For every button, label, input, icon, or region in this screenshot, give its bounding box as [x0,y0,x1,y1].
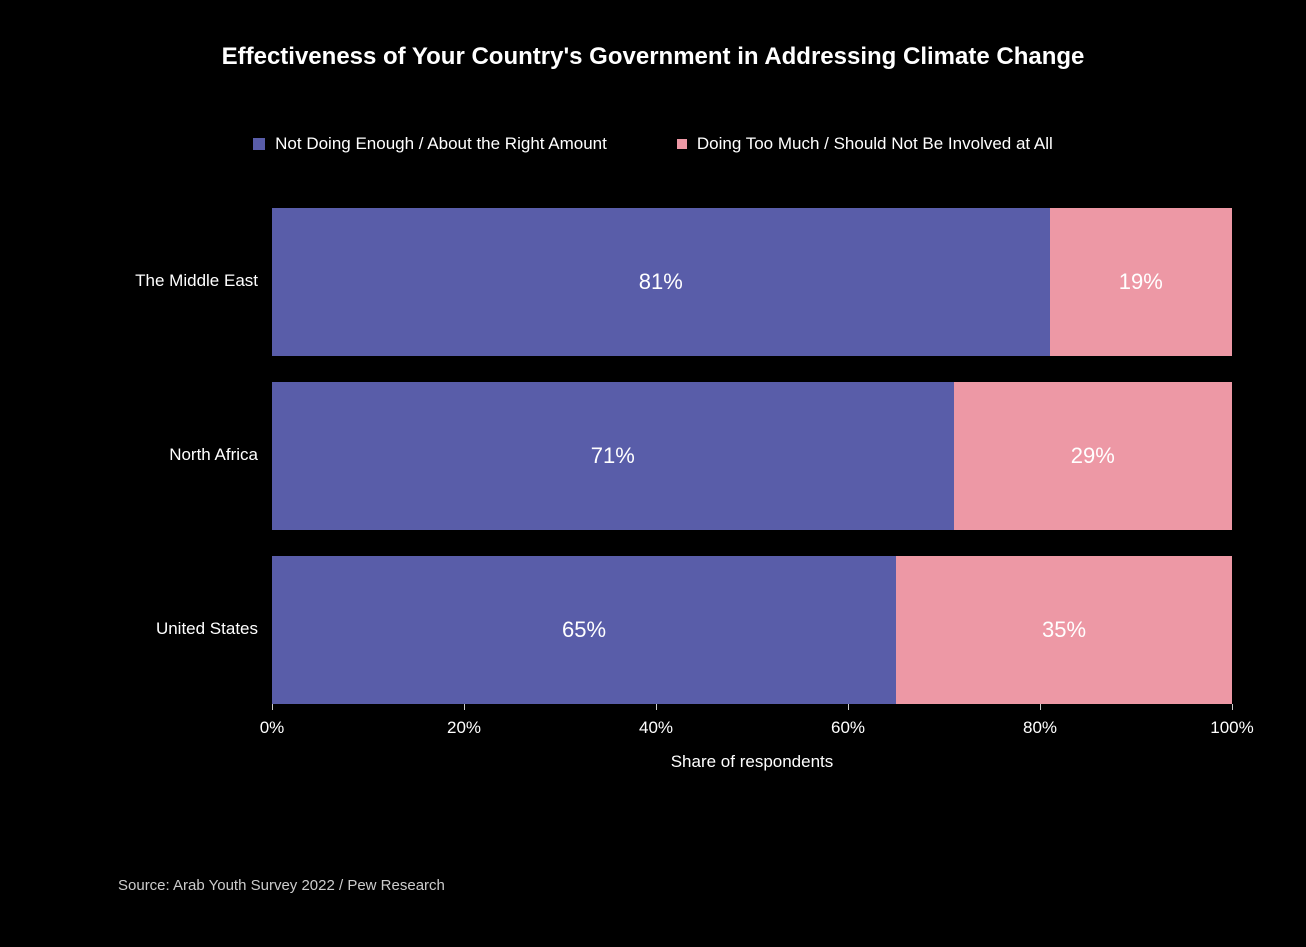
x-tick-label: 100% [1210,718,1253,738]
x-axis-title: Share of respondents [272,752,1232,772]
x-tick-label: 20% [447,718,481,738]
x-tick-mark [272,704,273,710]
chart-container: Effectiveness of Your Country's Governme… [0,0,1306,947]
plot-area: 81%19% 71%29% 65%35% [272,208,1232,704]
x-tick-mark [1232,704,1233,710]
bar-row: 71%29% [272,382,1232,530]
y-axis-label: The Middle East [135,270,258,291]
legend-item-0: Not Doing Enough / About the Right Amoun… [253,134,607,154]
legend-swatch-1 [677,139,687,149]
legend-label-0: Not Doing Enough / About the Right Amoun… [275,134,607,154]
bar-segment: 71% [272,382,954,530]
x-tick-label: 80% [1023,718,1057,738]
x-tick-mark [1040,704,1041,710]
legend: Not Doing Enough / About the Right Amoun… [0,134,1306,154]
x-tick-mark [464,704,465,710]
legend-label-1: Doing Too Much / Should Not Be Involved … [697,134,1053,154]
x-tick-mark [656,704,657,710]
source-text: Source: Arab Youth Survey 2022 / Pew Res… [118,877,445,894]
bar-segment: 81% [272,208,1050,356]
bar-segment: 65% [272,556,896,704]
bar-segment: 35% [896,556,1232,704]
bar-segment: 19% [1050,208,1232,356]
x-tick-label: 0% [260,718,285,738]
bar-segment: 29% [954,382,1232,530]
y-axis-label: North Africa [169,444,258,465]
x-tick-mark [848,704,849,710]
chart-title: Effectiveness of Your Country's Governme… [0,43,1306,71]
legend-swatch-0 [253,138,265,150]
y-axis-label: United States [156,618,258,639]
x-tick-label: 40% [639,718,673,738]
bar-row: 81%19% [272,208,1232,356]
x-tick-label: 60% [831,718,865,738]
bar-row: 65%35% [272,556,1232,704]
legend-item-1: Doing Too Much / Should Not Be Involved … [677,134,1053,154]
